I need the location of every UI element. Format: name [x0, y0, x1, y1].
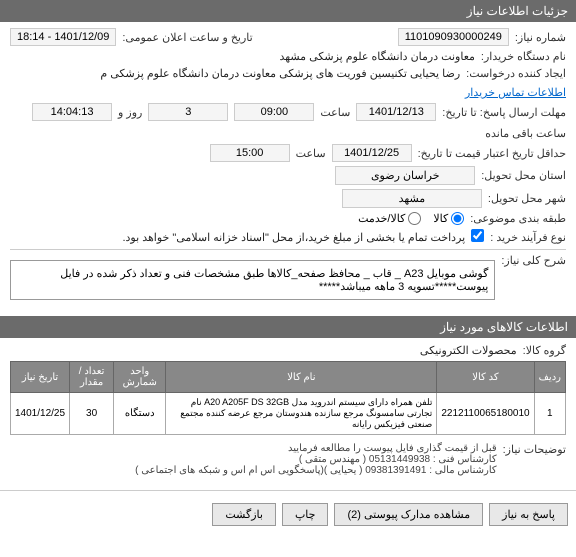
province-label: استان محل تحویل:	[481, 169, 566, 182]
cell-name: تلفن همراه دارای سیستم اندروید مدل A20 A…	[166, 393, 437, 435]
radio-goods-text: کالا	[433, 212, 448, 225]
row-group: گروه کالا: محصولات الکترونیکی	[10, 344, 566, 357]
print-button[interactable]: چاپ	[282, 503, 329, 526]
table-header-row: ردیف کد کالا نام کالا واحد شمارش تعداد /…	[11, 362, 566, 393]
cell-date: 1401/12/25	[11, 393, 70, 435]
items-table: ردیف کد کالا نام کالا واحد شمارش تعداد /…	[10, 361, 566, 435]
deadline-date: 1401/12/13	[356, 103, 436, 121]
col-index: ردیف	[534, 362, 565, 393]
days-value: 3	[148, 103, 228, 121]
col-qty: تعداد / مقدار	[70, 362, 114, 393]
group-value: محصولات الکترونیکی	[420, 344, 517, 357]
need-number-label: شماره نیاز:	[515, 31, 566, 44]
description-box: گوشی موبایل A23 _ قاب _ محافظ صفحه_کالاه…	[10, 260, 495, 300]
col-code: کد کالا	[437, 362, 534, 393]
days-label: روز و	[118, 106, 142, 119]
col-date: تاریخ نیاز	[11, 362, 70, 393]
city-label: شهر محل تحویل:	[488, 192, 566, 205]
reply-button[interactable]: پاسخ به نیاز	[489, 503, 568, 526]
validity-date: 1401/12/25	[332, 144, 412, 162]
category-label: طبقه بندی موضوعی:	[470, 212, 566, 225]
row-validity: حداقل تاریخ اعتبار قیمت تا تاریخ: 1401/1…	[10, 144, 566, 162]
cell-qty: 30	[70, 393, 114, 435]
remaining-time: 14:04:13	[32, 103, 112, 121]
row-deadline: مهلت ارسال پاسخ: تا تاریخ: 1401/12/13 سا…	[10, 103, 566, 140]
notes-line2: کارشناس فنی : 05131449938 ( مهندس متقی )	[135, 454, 496, 465]
cell-unit: دستگاه	[114, 393, 166, 435]
details-section: شماره نیاز: 1101090930000249 تاریخ و ساع…	[0, 22, 576, 316]
need-number-value: 1101090930000249	[398, 28, 509, 46]
remaining-label: ساعت باقی مانده	[485, 127, 566, 140]
description-label: شرح کلی نیاز:	[501, 254, 566, 267]
cell-index: 1	[534, 393, 565, 435]
notes-label: توضیحات نیاز:	[503, 443, 566, 456]
col-unit: واحد شمارش	[114, 362, 166, 393]
items-header: اطلاعات کالاهای مورد نیاز	[0, 316, 576, 338]
announce-date-value: 1401/12/09 - 18:14	[10, 28, 116, 46]
radio-goods-label[interactable]: کالا	[433, 212, 464, 225]
footer-buttons: پاسخ به نیاز مشاهده مدارک پیوستی (2) چاپ…	[0, 495, 576, 534]
province-value: خراسان رضوی	[335, 166, 475, 185]
contact-link[interactable]: اطلاعات تماس خریدار	[465, 86, 566, 99]
row-notes: توضیحات نیاز: قبل از قیمت گذاری فایل پیو…	[10, 443, 566, 476]
validity-time: 15:00	[210, 144, 290, 162]
buyer-label: نام دستگاه خریدار:	[481, 50, 566, 63]
process-label: نوع فرآیند خرید :	[490, 231, 566, 244]
items-section: گروه کالا: محصولات الکترونیکی ردیف کد کا…	[0, 338, 576, 486]
items-header-title: اطلاعات کالاهای مورد نیاز	[440, 320, 568, 334]
radio-service[interactable]	[408, 212, 421, 225]
separator	[10, 249, 566, 250]
row-description: شرح کلی نیاز: گوشی موبایل A23 _ قاب _ مح…	[10, 254, 566, 306]
table-row: 1 2212110065180010 تلفن همراه دارای سیست…	[11, 393, 566, 435]
validity-label: حداقل تاریخ اعتبار قیمت تا تاریخ:	[418, 147, 566, 160]
buyer-value: معاونت درمان دانشگاه علوم پزشکی مشهد	[280, 50, 475, 63]
row-category: طبقه بندی موضوعی: کالا کالا/خدمت	[10, 212, 566, 225]
radio-goods[interactable]	[451, 212, 464, 225]
deadline-time: 09:00	[234, 103, 314, 121]
city-value: مشهد	[342, 189, 482, 208]
attachments-button[interactable]: مشاهده مدارک پیوستی (2)	[334, 503, 483, 526]
notes-content: قبل از قیمت گذاری فایل پیوست را مطالعه ف…	[135, 443, 496, 476]
row-buyer: نام دستگاه خریدار: معاونت درمان دانشگاه …	[10, 50, 566, 63]
checkbox-process-label[interactable]	[471, 229, 484, 245]
row-need-number: شماره نیاز: 1101090930000249 تاریخ و ساع…	[10, 28, 566, 46]
back-button[interactable]: بازگشت	[212, 503, 276, 526]
row-city: شهر محل تحویل: مشهد	[10, 189, 566, 208]
header-title: جزئیات اطلاعات نیاز	[467, 4, 568, 18]
row-creator: ایجاد کننده درخواست: رضا یحیایی تکنیسین …	[10, 67, 566, 99]
group-label: گروه کالا:	[523, 344, 566, 357]
row-province: استان محل تحویل: خراسان رضوی	[10, 166, 566, 185]
deadline-time-label: ساعت	[320, 106, 350, 119]
validity-time-label: ساعت	[296, 147, 326, 160]
notes-line3: کارشناس مالی : 09381391491 ( یحیایی )(پا…	[135, 465, 496, 476]
notes-line1: قبل از قیمت گذاری فایل پیوست را مطالعه ف…	[135, 443, 496, 454]
row-process: نوع فرآیند خرید : پرداخت تمام یا بخشی از…	[10, 229, 566, 245]
deadline-label: مهلت ارسال پاسخ: تا تاریخ:	[442, 106, 566, 119]
creator-label: ایجاد کننده درخواست:	[466, 67, 566, 80]
page-header: جزئیات اطلاعات نیاز	[0, 0, 576, 22]
footer-separator	[0, 490, 576, 491]
checkbox-process[interactable]	[471, 229, 484, 242]
col-name: نام کالا	[166, 362, 437, 393]
category-radio-group: کالا کالا/خدمت	[358, 212, 464, 225]
cell-code: 2212110065180010	[437, 393, 534, 435]
creator-value: رضا یحیایی تکنیسین فوریت های پزشکی معاون…	[100, 67, 460, 80]
announce-date-label: تاریخ و ساعت اعلان عمومی:	[122, 31, 252, 44]
radio-service-text: کالا/خدمت	[358, 212, 405, 225]
process-note: پرداخت تمام یا بخشی از مبلغ خرید،از محل …	[122, 231, 465, 244]
radio-service-label[interactable]: کالا/خدمت	[358, 212, 421, 225]
